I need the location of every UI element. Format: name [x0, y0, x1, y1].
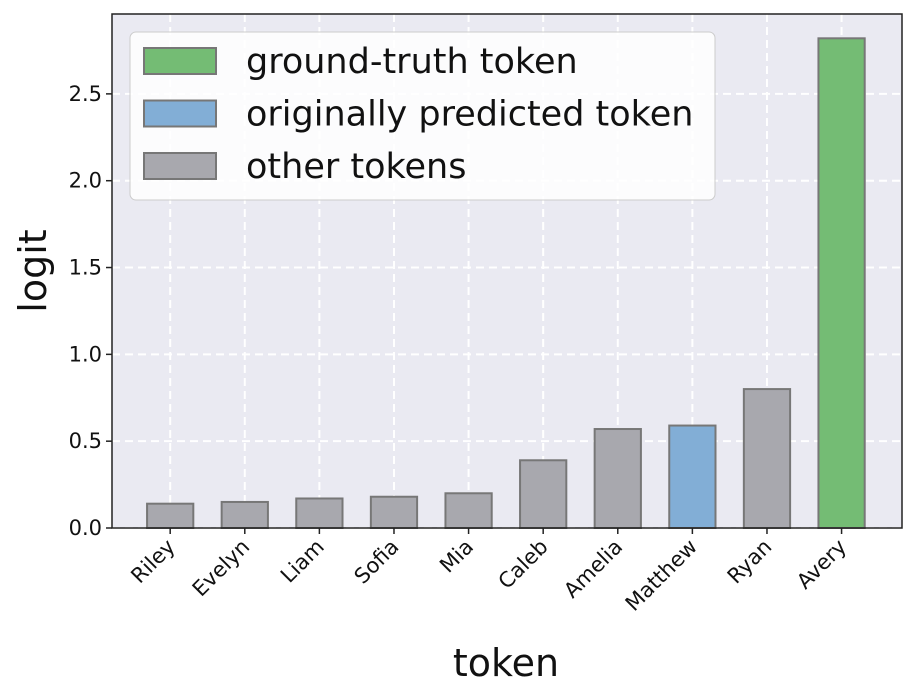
- legend-label: originally predicted token: [246, 95, 693, 135]
- legend-label: ground-truth token: [246, 42, 578, 82]
- legend-swatch: [143, 99, 217, 128]
- bar: [593, 428, 642, 529]
- bar: [742, 388, 792, 529]
- legend-swatch: [143, 47, 217, 75]
- legend-label: other tokens: [246, 147, 466, 187]
- x-tick-label: Avery: [792, 535, 851, 594]
- bar: [519, 459, 568, 530]
- y-tick-label: 2.0: [69, 169, 102, 193]
- bar: [146, 502, 195, 529]
- x-tick-label: Mia: [435, 535, 478, 578]
- y-tick-label: 1.5: [69, 256, 102, 280]
- x-tick-label: Caleb: [494, 535, 553, 594]
- x-tick-label: Matthew: [621, 535, 702, 616]
- legend-box: [129, 31, 716, 201]
- y-tick-label: 0.0: [69, 516, 102, 540]
- legend-swatch: [143, 152, 217, 180]
- y-tick-label: 2.5: [69, 82, 102, 106]
- x-axis-label: token: [453, 641, 559, 685]
- y-tick-label: 1.0: [69, 342, 102, 366]
- bar: [220, 500, 269, 529]
- x-tick-label: Ryan: [723, 535, 777, 589]
- bar: [444, 492, 493, 529]
- x-tick-label: Riley: [126, 535, 179, 588]
- bar: [295, 497, 344, 530]
- x-tick-label: Sofia: [350, 535, 404, 589]
- bar: [369, 495, 419, 530]
- plot-frame: [111, 13, 903, 529]
- x-tick-label: Amelia: [559, 535, 627, 603]
- y-tick-label: 0.5: [69, 429, 102, 453]
- bar: [668, 424, 717, 530]
- x-tick-label: Evelyn: [188, 535, 255, 602]
- y-axis-label: logit: [11, 229, 55, 312]
- bar: [817, 37, 866, 529]
- x-tick-label: Liam: [276, 535, 329, 588]
